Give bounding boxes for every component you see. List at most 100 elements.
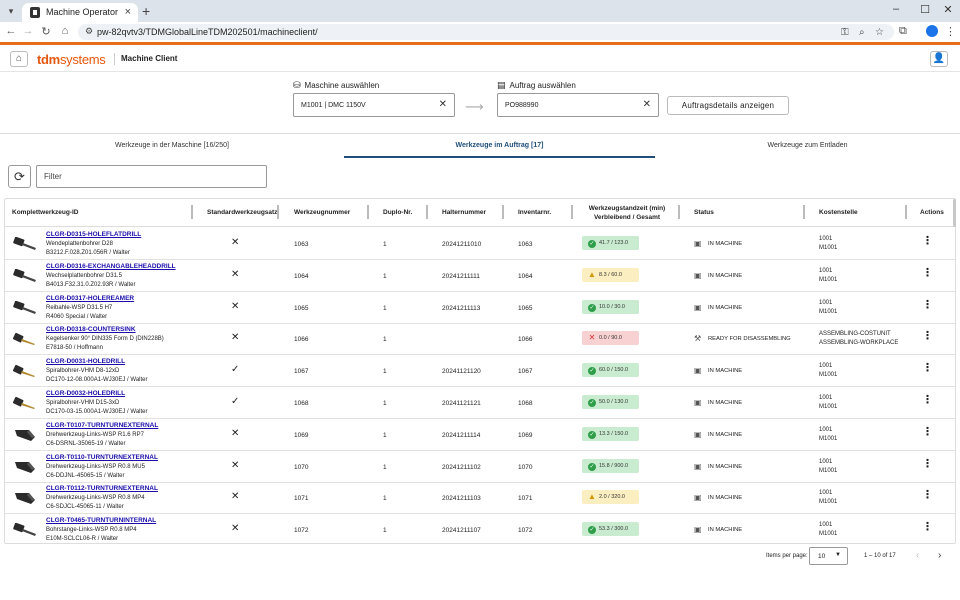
home-icon[interactable]: ⌂ [61, 25, 69, 37]
table-row[interactable]: CLGR-D0316-EXCHANGABLEHEADDRILL Wechselpl… [5, 260, 955, 292]
row-actions-menu-icon[interactable]: ⋮ [922, 330, 933, 343]
row-actions-menu-icon[interactable]: ⋮ [922, 266, 933, 279]
table-row[interactable]: CLGR-D0318-COUNTERSINK Kegelsenker 90° DI… [5, 323, 955, 356]
status-text: IN MACHINE [708, 400, 743, 406]
close-tab-icon[interactable]: × [124, 6, 131, 18]
tab-tools-in-order[interactable]: Werkzeuge im Auftrag [17] [455, 142, 544, 149]
app-home-button[interactable]: ⌂ [10, 51, 28, 67]
order-select[interactable]: PO988990 ✕ [497, 93, 659, 117]
profile-avatar-icon[interactable] [926, 25, 938, 37]
row-actions-menu-icon[interactable]: ⋮ [922, 521, 933, 534]
cost-center-machine: M1001 [819, 276, 838, 283]
tool-order-code: C6-DDJNL-45065-15 / Walter [46, 472, 125, 479]
status-text: IN MACHINE [708, 527, 743, 534]
column-divider[interactable] [678, 205, 680, 219]
table-row[interactable]: CLGR-D0032-HOLEDRILL Spiralbohrer-VHM D15… [5, 387, 955, 419]
holder-number: 20241211113 [442, 304, 481, 312]
column-divider[interactable] [277, 205, 279, 219]
table-row[interactable]: CLGR-T0110-TURNTURNEXTERNAL Drehwerkzeug-… [5, 451, 955, 483]
column-divider[interactable] [502, 205, 504, 219]
refresh-button[interactable]: ⟳ [8, 165, 31, 188]
col-header-std[interactable]: Standardwerkzeugsatz [207, 209, 278, 216]
previous-page-icon[interactable]: ‹ [916, 550, 920, 561]
site-info-icon[interactable]: ⚙ [85, 26, 94, 36]
tool-id-link[interactable]: CLGR-D0317-HOLEREAMER [46, 294, 135, 302]
holder-number: 20241211103 [442, 495, 481, 503]
tool-id-link[interactable]: CLGR-D0316-EXCHANGABLEHEADDRILL [46, 262, 176, 270]
col-header-cost-center[interactable]: Kostenstelle [819, 209, 858, 216]
tool-id-link[interactable]: CLGR-T0112-TURNTURNEXTERNAL [46, 485, 158, 493]
cost-center-machine: M1001 [819, 531, 838, 538]
table-row[interactable]: CLGR-D0031-HOLEDRILL Spiralbohrer-VHM D8-… [5, 355, 955, 388]
window-close-icon[interactable]: ✕ [943, 4, 953, 16]
error-icon: ✕ [588, 333, 596, 343]
row-actions-menu-icon[interactable]: ⋮ [922, 489, 933, 502]
cross-icon: ✕ [231, 237, 240, 248]
col-header-duplo[interactable]: Duplo-Nr. [383, 209, 413, 216]
chrome-menu-icon[interactable]: ⋮ [945, 26, 956, 38]
row-actions-menu-icon[interactable]: ⋮ [922, 394, 933, 406]
col-header-id[interactable]: Komplettwerkzeug-ID [12, 209, 79, 216]
tool-id-link[interactable]: CLGR-T0110-TURNTURNEXTERNAL [46, 453, 158, 461]
status-text: IN MACHINE [708, 272, 743, 279]
table-row[interactable]: CLGR-D0315-HOLEFLATDRILL Wendeplattenbohr… [5, 228, 955, 260]
check-circle-icon: ✓ [588, 526, 596, 535]
table-row[interactable]: CLGR-T0112-TURNTURNEXTERNAL Drehwerkzeug-… [5, 482, 955, 515]
minimize-icon[interactable]: – [892, 3, 900, 15]
address-bar[interactable]: ⚙ pw-82qvtv3/TDMGlobalLineTDM202501/mach… [78, 24, 894, 40]
column-divider[interactable] [367, 205, 369, 219]
column-divider[interactable] [191, 205, 193, 219]
table-scrollbar[interactable] [953, 199, 956, 227]
column-divider[interactable] [905, 205, 907, 219]
duplo-number: 1 [383, 527, 387, 535]
tool-id-link[interactable]: CLGR-T0107-TURNTURNEXTERNAL [46, 421, 159, 429]
user-account-button[interactable]: 👤 [930, 51, 948, 67]
row-actions-menu-icon[interactable]: ⋮ [922, 235, 933, 247]
filter-input[interactable] [44, 172, 244, 181]
col-header-status[interactable]: Status [694, 209, 714, 216]
clear-order-icon[interactable]: ✕ [642, 99, 651, 110]
tool-id-link[interactable]: CLGR-D0032-HOLEDRILL [46, 390, 126, 397]
column-divider[interactable] [571, 205, 573, 219]
browser-tab[interactable]: Machine Operator × [22, 3, 138, 22]
table-row[interactable]: CLGR-T0107-TURNTURNEXTERNAL Drehwerkzeug-… [5, 419, 955, 451]
page-range-label: 1 – 10 of 17 [864, 553, 896, 559]
reload-icon[interactable]: ↻ [41, 26, 51, 38]
col-header-tool-life[interactable]: Werkzeugstandzeit (min) Verbleibend / Ges… [588, 205, 666, 221]
row-actions-menu-icon[interactable]: ⋮ [922, 457, 933, 470]
extensions-icon[interactable]: ⧉ [899, 25, 907, 37]
key-icon[interactable]: ⚿ [841, 27, 849, 38]
tab-search-icon[interactable]: ▾ [8, 6, 14, 16]
column-divider[interactable] [803, 205, 805, 219]
filter-field[interactable] [36, 165, 267, 188]
tab-tools-to-unload[interactable]: Werkzeuge zum Entladen [767, 142, 848, 149]
maximize-icon[interactable]: ☐ [920, 4, 930, 16]
page-size-select[interactable]: 10 ▼ [809, 547, 848, 565]
new-tab-icon[interactable]: + [142, 3, 151, 19]
row-actions-menu-icon[interactable]: ⋮ [922, 298, 933, 311]
tool-id-link[interactable]: CLGR-D0031-HOLEDRILL [46, 358, 126, 366]
col-header-tool-number[interactable]: Werkzeugnummer [294, 209, 351, 216]
next-page-icon[interactable]: › [938, 550, 942, 561]
forward-icon[interactable]: → [22, 25, 34, 37]
tool-id-link[interactable]: CLGR-D0318-COUNTERSINK [46, 326, 136, 334]
col-header-holder[interactable]: Halternummer [442, 209, 487, 216]
zoom-icon[interactable]: ⌕ [859, 27, 865, 38]
table-row[interactable]: CLGR-D0317-HOLEREAMER Reibahle-WSP D31.5 … [5, 292, 955, 324]
tab-tools-in-machine[interactable]: Werkzeuge in der Maschine [16/250] [115, 142, 229, 149]
row-actions-menu-icon[interactable]: ⋮ [922, 362, 933, 375]
tool-tabs: Werkzeuge in der Maschine [16/250] Werkz… [0, 135, 960, 158]
check-circle-icon: ✓ [588, 399, 596, 407]
back-icon[interactable]: ← [5, 25, 17, 37]
cross-icon: ✕ [231, 427, 240, 439]
col-header-inventory[interactable]: Inventarnr. [518, 209, 552, 216]
tool-id-link[interactable]: CLGR-D0315-HOLEFLATDRILL [46, 231, 142, 238]
clear-machine-icon[interactable]: ✕ [438, 99, 447, 110]
bookmark-star-icon[interactable]: ☆ [875, 27, 884, 38]
machine-select[interactable]: M1001 | DMC 1150V ✕ [293, 93, 455, 117]
order-details-button[interactable]: Auftragsdetails anzeigen [667, 96, 789, 115]
tool-id-link[interactable]: CLGR-T0465-TURNTURNINTERNAL [46, 517, 157, 525]
row-actions-menu-icon[interactable]: ⋮ [922, 425, 933, 438]
column-divider[interactable] [426, 205, 428, 219]
table-row[interactable]: CLGR-T0465-TURNTURNINTERNAL Bohrstange-Li… [5, 514, 955, 543]
